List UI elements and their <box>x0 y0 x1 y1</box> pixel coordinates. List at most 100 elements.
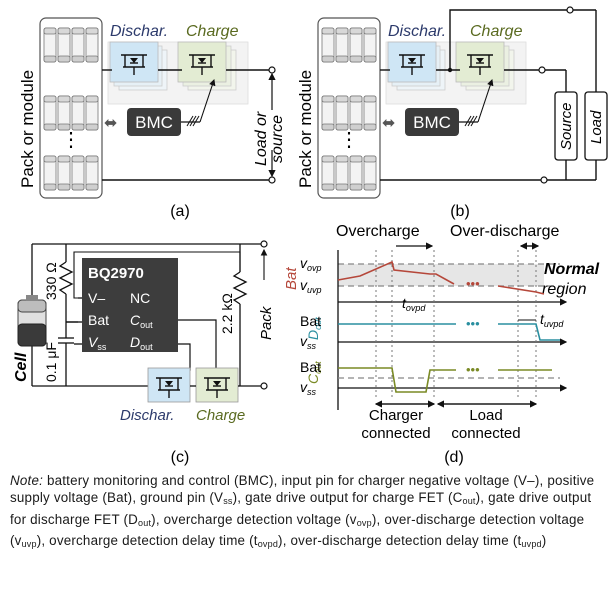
bmc-label-a: BMC <box>135 113 173 132</box>
charger-label-1: Charger <box>369 407 423 424</box>
pack-label-b: Pack or module <box>296 70 315 188</box>
pack-label-c: Pack <box>258 305 275 340</box>
panel-d: Overcharge Over-discharge Normal region … <box>283 223 600 466</box>
t-uvpd-sub: uvpd <box>544 319 565 329</box>
capacitor-label: 0.1 μF <box>43 342 59 382</box>
svg-text:vuvp: vuvp <box>300 277 322 295</box>
note-lead: Note: <box>10 473 44 488</box>
cout-bat: Bat <box>300 359 321 375</box>
pin-cout-sub: out <box>140 320 153 330</box>
charge-label-a: Charge <box>186 23 239 40</box>
bat-trace-label: Bat <box>283 267 300 290</box>
bmc-label-b: BMC <box>413 113 451 132</box>
dots-b: ⋮ <box>339 129 359 151</box>
load-label-b: Load <box>588 110 605 144</box>
dout-bat: Bat <box>300 313 321 329</box>
cout-trace <box>338 367 456 393</box>
source-label-a: source <box>269 115 286 163</box>
wire-load-bypass-b <box>449 9 568 70</box>
bat-trace <box>337 260 455 285</box>
cell-row-b3 <box>322 156 376 190</box>
cell-row-a1 <box>44 28 98 62</box>
pin-dout: D <box>130 334 140 350</box>
pin-vss: V <box>88 334 99 350</box>
resistor2-label: 2.2 kΩ <box>219 293 235 334</box>
pack-box-a <box>39 17 103 199</box>
cout-vss-sub: ss <box>307 387 317 397</box>
figure-canvas: ⋮ Pack or module Dischar. Charge BMC ⬌ L… <box>13 6 608 466</box>
cell-row-a2 <box>44 96 98 130</box>
normal-label-2: region <box>542 281 587 298</box>
pin-cout: C <box>130 312 141 328</box>
load-label-2: connected <box>451 425 520 442</box>
v-ovp-sub: ovp <box>307 263 322 273</box>
bmc-box-b <box>405 108 459 136</box>
figure-note: Note: battery monitoring and control (BM… <box>10 473 595 550</box>
dout-vss: v <box>300 333 308 349</box>
charge-label-c: Charge <box>196 407 245 424</box>
t-uvpd: t <box>540 311 545 327</box>
dischar-label-b: Dischar. <box>388 23 446 40</box>
bat-dots: ••• <box>466 276 480 291</box>
pin-dout-sub: out <box>140 342 153 352</box>
dout-vss-sub: ss <box>307 341 317 351</box>
panel-b: ⋮ Pack or module Dischar. Charge Source … <box>296 6 608 220</box>
dout-dots: ••• <box>466 316 480 331</box>
pin-vminus: V– <box>88 290 105 306</box>
svg-text:tovpd: tovpd <box>402 295 426 313</box>
panel-label-b: (b) <box>450 203 470 220</box>
source-label-b: Source <box>558 102 575 150</box>
cell-row-a3 <box>44 156 98 190</box>
pin-nc: NC <box>130 290 150 306</box>
pin-vss-sub: ss <box>97 342 107 352</box>
cell-row-b1 <box>322 28 376 62</box>
charge-label-b: Charge <box>470 23 523 40</box>
svg-text:tuvpd: tuvpd <box>540 311 564 329</box>
overdischarge-label: Over-discharge <box>450 223 559 240</box>
chip-name: BQ2970 <box>88 265 144 282</box>
pack-box-b <box>317 17 381 199</box>
cout-sub: out <box>313 361 323 374</box>
svg-text:vovp: vovp <box>300 255 322 273</box>
pin-bat: Bat <box>88 312 109 328</box>
panel-label-d: (d) <box>444 449 464 466</box>
dout-sub: out <box>313 317 323 330</box>
resistor-2k2 <box>232 271 248 305</box>
panel-label-c: (c) <box>171 449 190 466</box>
bmc-box-a <box>127 108 181 136</box>
pack-label-a: Pack or module <box>18 70 37 188</box>
normal-label-1: Normal <box>544 261 600 278</box>
cout-vss: v <box>300 379 308 395</box>
v-ovp: v <box>300 255 308 271</box>
overcharge-label: Overcharge <box>336 223 420 240</box>
bmc-link-arrow-b: ⬌ <box>382 115 395 132</box>
svg-text:Vss: Vss <box>88 334 107 352</box>
panel-label-a: (a) <box>170 203 190 220</box>
svg-text:Cout: Cout <box>305 361 323 384</box>
svg-text:Dout: Dout <box>305 317 323 340</box>
panel-a: ⋮ Pack or module Dischar. Charge BMC ⬌ L… <box>18 17 286 220</box>
dots-a: ⋮ <box>61 129 81 151</box>
cell-label-c: Cell <box>13 352 30 382</box>
dout-label: D <box>305 330 321 340</box>
cout-dots: ••• <box>466 362 480 377</box>
charger-label-2: connected <box>361 425 430 442</box>
svg-text:vss: vss <box>300 333 317 351</box>
svg-text:Dout: Dout <box>130 334 153 352</box>
resistor1-label: 330 Ω <box>43 262 59 300</box>
t-ovpd: t <box>402 295 407 311</box>
dischar-label-a: Dischar. <box>110 23 168 40</box>
cout-label: C <box>305 373 321 384</box>
bq2970-chip <box>82 258 178 352</box>
v-uvp: v <box>300 277 308 293</box>
panel-c: Cell 330 Ω 0.1 μF BQ2970 V– NC Bat Cout … <box>13 240 275 466</box>
resistor-330 <box>58 261 74 295</box>
dischar-label-c: Dischar. <box>120 407 174 424</box>
t-ovpd-sub: ovpd <box>406 303 427 313</box>
svg-text:vss: vss <box>300 379 317 397</box>
load-or-label-a: Load or <box>253 111 270 166</box>
v-uvp-sub: uvp <box>307 285 322 295</box>
normal-region-band <box>338 264 544 286</box>
bmc-link-arrow-a: ⬌ <box>104 115 117 132</box>
svg-text:Cout: Cout <box>130 312 153 330</box>
